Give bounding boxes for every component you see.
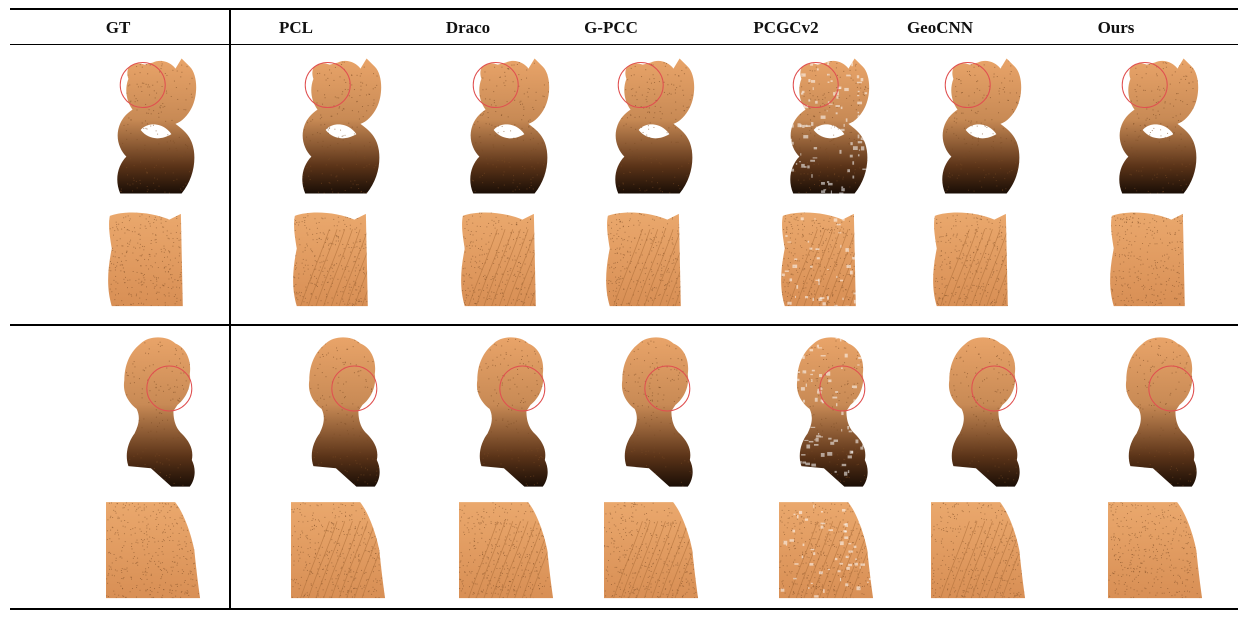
column-header-draco: Draco bbox=[445, 18, 491, 37]
rendering-bust-full-gpcc bbox=[621, 337, 693, 487]
column-divider bbox=[229, 8, 231, 610]
rendering-bust-zoom-draco bbox=[459, 502, 554, 599]
top-rule bbox=[10, 8, 1238, 10]
rendering-cat-zoom-gpcc bbox=[606, 212, 681, 307]
rendering-bust-zoom-gt bbox=[106, 502, 201, 599]
rendering-cat-zoom-gt bbox=[108, 212, 183, 307]
rendering-cat-full-geocnn bbox=[942, 58, 1022, 194]
rendering-bust-zoom-ours bbox=[1108, 502, 1203, 599]
highlight-circle bbox=[119, 62, 166, 109]
rendering-cat-zoom-draco bbox=[461, 212, 536, 307]
rendering-bust-zoom-geocnn bbox=[931, 502, 1026, 599]
highlight-circle bbox=[331, 365, 378, 412]
rendering-bust-zoom-pcl bbox=[291, 502, 386, 599]
highlight-circle bbox=[792, 62, 839, 109]
column-header-pcl: PCL bbox=[279, 18, 313, 37]
rendering-cat-zoom-geocnn bbox=[933, 212, 1008, 307]
highlight-circle bbox=[472, 62, 519, 109]
highlight-circle bbox=[971, 365, 1018, 412]
highlight-circle bbox=[146, 365, 193, 412]
column-header-ours: Ours bbox=[1097, 18, 1135, 37]
rendering-bust-zoom-pcgcv2 bbox=[779, 502, 874, 599]
bottom-rule bbox=[10, 608, 1238, 610]
rendering-cat-full-draco bbox=[470, 58, 550, 194]
highlight-circle bbox=[944, 62, 991, 109]
rendering-cat-zoom-pcgcv2 bbox=[781, 212, 856, 307]
highlight-circle bbox=[644, 365, 691, 412]
rendering-cat-zoom-pcl bbox=[293, 212, 368, 307]
highlight-circle bbox=[819, 365, 866, 412]
rendering-bust-zoom-gpcc bbox=[604, 502, 699, 599]
middle-rule bbox=[10, 324, 1238, 326]
highlight-circle bbox=[499, 365, 546, 412]
column-header-geocnn: GeoCNN bbox=[906, 18, 974, 37]
rendering-cat-full-gt bbox=[117, 58, 197, 194]
rendering-bust-full-ours bbox=[1125, 337, 1197, 487]
highlight-circle bbox=[1148, 365, 1195, 412]
rendering-bust-full-gt bbox=[123, 337, 195, 487]
column-header-gpcc: G-PCC bbox=[584, 18, 638, 37]
rendering-cat-full-pcgcv2 bbox=[790, 58, 870, 194]
column-header-gt: GT bbox=[105, 18, 131, 37]
header-rule bbox=[10, 44, 1238, 45]
highlight-circle bbox=[1121, 62, 1168, 109]
rendering-bust-full-pcgcv2 bbox=[796, 337, 868, 487]
highlight-circle bbox=[304, 62, 351, 109]
rendering-bust-full-draco bbox=[476, 337, 548, 487]
rendering-cat-zoom-ours bbox=[1110, 212, 1185, 307]
rendering-bust-full-geocnn bbox=[948, 337, 1020, 487]
rendering-cat-full-ours bbox=[1119, 58, 1199, 194]
highlight-circle bbox=[617, 62, 664, 109]
rendering-bust-full-pcl bbox=[308, 337, 380, 487]
rendering-cat-full-pcl bbox=[302, 58, 382, 194]
column-header-pcgcv2: PCGCv2 bbox=[753, 18, 819, 37]
rendering-cat-full-gpcc bbox=[615, 58, 695, 194]
